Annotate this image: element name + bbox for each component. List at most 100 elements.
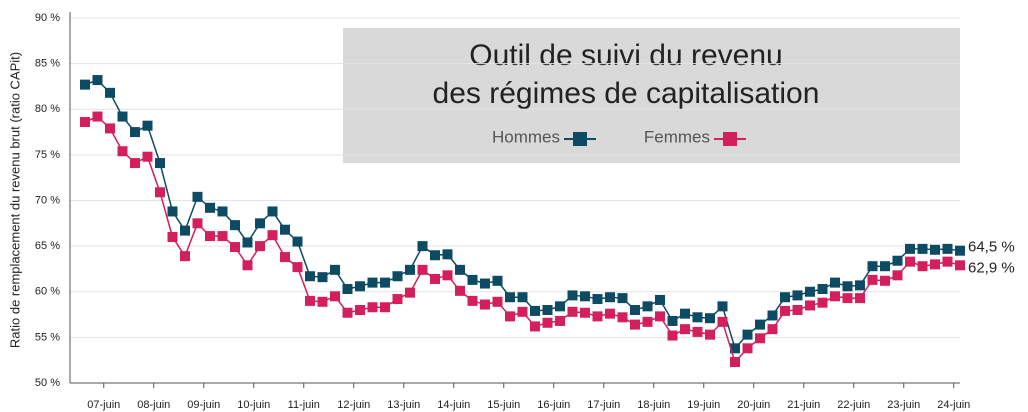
legend-label: Hommes	[492, 127, 560, 146]
point	[405, 264, 415, 275]
y-tick-label: 55 %	[35, 331, 60, 343]
point	[655, 294, 665, 305]
point	[430, 250, 440, 261]
x-tick-label: 19-juin	[687, 399, 720, 411]
point	[317, 272, 328, 283]
point	[530, 321, 540, 332]
y-tick-label: 80 %	[35, 103, 60, 115]
point	[117, 146, 128, 157]
point	[642, 316, 653, 327]
point	[930, 259, 940, 270]
point	[705, 313, 715, 324]
point	[780, 305, 790, 316]
point	[342, 307, 353, 318]
y-tick-label: 50 %	[35, 377, 60, 389]
x-tick-label: 16-juin	[537, 399, 570, 411]
legend-label: Femmes	[644, 127, 710, 146]
point	[355, 305, 365, 315]
point	[867, 274, 878, 285]
title-box	[343, 28, 960, 163]
point	[330, 264, 340, 275]
point	[680, 308, 690, 319]
point	[617, 312, 628, 323]
point	[155, 158, 165, 169]
point	[742, 343, 753, 354]
x-tick-label: 07-juin	[87, 399, 120, 411]
chart-title: Outil de suivi du revenu	[469, 39, 783, 72]
point	[192, 191, 203, 202]
point	[630, 305, 640, 315]
point	[705, 329, 715, 340]
point	[955, 245, 965, 256]
point	[905, 256, 915, 267]
point	[142, 151, 153, 162]
point	[492, 296, 503, 307]
y-tick-label: 75 %	[35, 149, 60, 161]
point	[892, 255, 903, 266]
point	[255, 218, 265, 229]
point	[880, 275, 890, 286]
point	[905, 243, 915, 254]
x-tick-label: 14-juin	[437, 399, 470, 411]
point	[855, 293, 865, 304]
x-tick-label: 13-juin	[387, 399, 420, 411]
point	[130, 127, 140, 138]
point	[492, 275, 503, 286]
point	[730, 343, 740, 354]
point	[617, 293, 628, 304]
point	[767, 310, 778, 321]
point	[667, 315, 678, 326]
y-tick-label: 90 %	[35, 12, 60, 24]
point	[517, 306, 528, 317]
point	[917, 261, 928, 272]
point	[530, 305, 540, 316]
point	[192, 218, 203, 229]
x-tick-label: 21-juin	[787, 399, 820, 411]
point	[755, 333, 765, 344]
point	[767, 324, 778, 335]
point	[130, 158, 140, 169]
point	[580, 291, 590, 302]
point	[817, 284, 828, 295]
point	[555, 315, 565, 326]
point	[480, 299, 490, 310]
point	[655, 311, 665, 322]
point	[230, 220, 240, 231]
point	[542, 305, 553, 315]
point	[367, 302, 378, 313]
y-axis-label: Ratio de remplacement du revenu brut (ra…	[7, 52, 22, 348]
point	[292, 262, 303, 273]
point	[105, 87, 115, 98]
point	[692, 326, 703, 337]
legend-marker	[573, 132, 587, 146]
point	[330, 291, 340, 302]
point	[105, 123, 115, 134]
point	[80, 117, 90, 128]
point	[692, 312, 703, 323]
point	[280, 252, 290, 263]
point	[180, 251, 190, 262]
x-tick-label: 10-juin	[237, 399, 270, 411]
point	[730, 357, 740, 368]
point	[480, 278, 490, 289]
point	[180, 225, 190, 236]
point	[305, 271, 315, 282]
point	[267, 230, 278, 241]
point	[205, 231, 215, 242]
point	[630, 319, 640, 330]
x-tick-label: 20-juin	[737, 399, 770, 411]
point	[667, 330, 678, 341]
point	[817, 297, 828, 308]
point	[417, 264, 428, 275]
point	[230, 242, 240, 253]
point	[317, 296, 328, 307]
point	[642, 301, 653, 312]
legend-marker	[723, 132, 737, 146]
point	[505, 311, 515, 322]
point	[155, 187, 165, 198]
point	[567, 290, 578, 301]
point	[342, 284, 353, 295]
point	[755, 319, 765, 330]
point	[380, 302, 390, 313]
point	[292, 236, 303, 247]
